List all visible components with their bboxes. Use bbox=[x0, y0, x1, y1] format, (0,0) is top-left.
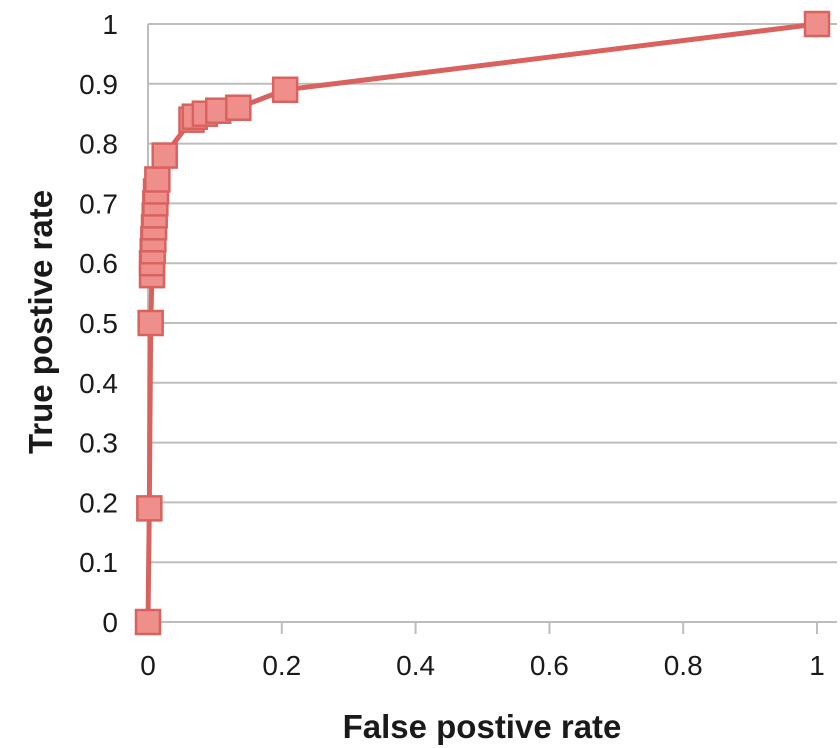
y-axis-title: True postive rate bbox=[22, 190, 59, 454]
y-tick-label: 0.3 bbox=[79, 428, 118, 459]
roc-point-marker bbox=[151, 142, 178, 169]
x-tick-label: 0.6 bbox=[530, 650, 569, 681]
y-tick-label: 0.1 bbox=[79, 547, 118, 578]
x-axis-ticks: 0 0.2 0.4 0.6 0.8 1 bbox=[140, 650, 825, 681]
x-tick-label: 1 bbox=[809, 650, 825, 681]
roc-point-marker bbox=[136, 495, 163, 522]
roc-point-marker bbox=[144, 166, 171, 193]
roc-point-marker bbox=[803, 10, 831, 38]
x-tick-label: 0 bbox=[140, 650, 156, 681]
y-tick-label: 0.4 bbox=[79, 368, 118, 399]
roc-point-marker bbox=[134, 608, 162, 636]
y-tick-label: 1 bbox=[102, 9, 118, 40]
roc-point-marker bbox=[271, 76, 299, 104]
y-tick-label: 0.5 bbox=[79, 308, 118, 339]
x-tick-label: 0.4 bbox=[396, 650, 435, 681]
x-tick-label: 0.8 bbox=[664, 650, 703, 681]
y-tick-label: 0.8 bbox=[79, 129, 118, 160]
y-tick-label: 0.7 bbox=[79, 188, 118, 219]
y-tick-label: 0.6 bbox=[79, 248, 118, 279]
y-tick-label: 0.9 bbox=[79, 69, 118, 100]
y-tick-label: 0.2 bbox=[79, 487, 118, 518]
series-layer bbox=[134, 10, 831, 636]
roc-point-marker bbox=[225, 94, 252, 121]
y-axis-ticks: 0 0.1 0.2 0.3 0.4 0.5 0.6 0.7 0.8 0.9 1 bbox=[79, 9, 118, 638]
x-axis-title: False postive rate bbox=[343, 708, 622, 745]
x-tick-label: 0.2 bbox=[262, 650, 301, 681]
y-tick-label: 0 bbox=[102, 607, 118, 638]
roc-point-marker bbox=[137, 309, 164, 337]
